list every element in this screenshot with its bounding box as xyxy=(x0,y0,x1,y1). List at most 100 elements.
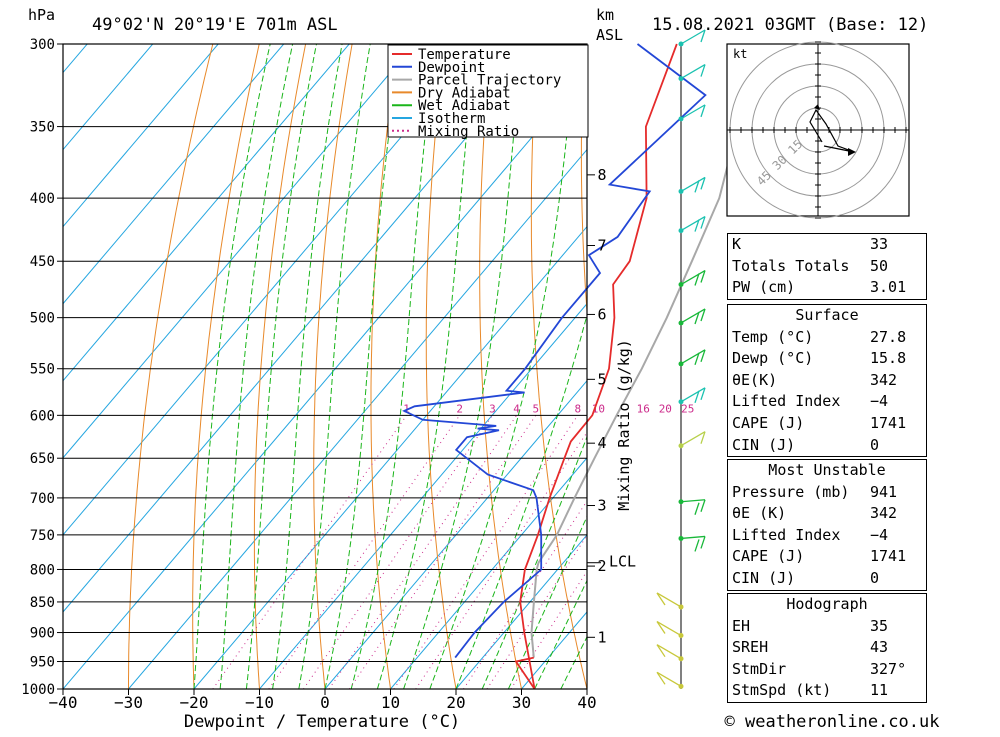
hodo-label: StmDir xyxy=(732,659,786,681)
mu-row: CIN (J)0 xyxy=(728,568,926,590)
x-tick-label: 20 xyxy=(446,693,465,712)
mixing-ratio-line xyxy=(329,415,517,689)
mu-value: 941 xyxy=(870,482,922,504)
mu-value: 342 xyxy=(870,503,922,525)
ind-label: Totals Totals xyxy=(732,256,849,278)
mu-label: Pressure (mb) xyxy=(732,482,849,504)
ind-label: K xyxy=(732,234,741,256)
most-unstable-title: Most Unstable xyxy=(728,460,926,482)
datetime-title: 15.08.2021 03GMT (Base: 12) xyxy=(652,15,928,35)
mixing-ratio-label: 3 xyxy=(489,402,496,415)
wind-barb-staff xyxy=(657,593,681,607)
temperature-line xyxy=(516,44,677,689)
sfc-label: θE(K) xyxy=(732,370,777,392)
sfc-label: CAPE (J) xyxy=(732,413,804,435)
profiles xyxy=(404,44,755,689)
mixing-ratio-label: 20 xyxy=(659,402,672,415)
x-tick-label: 40 xyxy=(577,693,596,712)
units-hpa: hPa xyxy=(28,6,55,24)
mixing-ratio-label: 16 xyxy=(637,402,650,415)
wind-barb-staff xyxy=(657,672,681,686)
wet-adiabat xyxy=(220,26,296,689)
mu-value: 1741 xyxy=(870,546,922,568)
hodo-value: 11 xyxy=(870,680,922,702)
y-tick-label: 1000 xyxy=(21,682,55,698)
y-tick-label: 300 xyxy=(30,37,55,53)
mixing-ratio-axis-label: Mixing Ratio (g/kg) xyxy=(615,339,633,511)
sfc-label: Lifted Index xyxy=(732,391,840,413)
wind-barb-feather xyxy=(701,536,705,548)
sfc-value: 15.8 xyxy=(870,348,922,370)
sfc-value: 1741 xyxy=(870,413,922,435)
wet-adiabat xyxy=(273,26,346,689)
y-tick-label: 750 xyxy=(30,528,55,544)
x-tick-label: 10 xyxy=(381,693,400,712)
units-km: km xyxy=(596,6,614,24)
y-tick-label: 500 xyxy=(30,311,55,327)
mu-row: Pressure (mb) 941 xyxy=(728,482,926,504)
legend-label: Mixing Ratio xyxy=(418,124,519,140)
mixing-ratio-line xyxy=(269,415,460,689)
sfc-row: θE(K)342 xyxy=(728,370,926,392)
mixing-ratio-label: 5 xyxy=(533,402,540,415)
y-tick-label: 600 xyxy=(30,408,55,424)
km-tick-label: 2 xyxy=(597,557,606,575)
wet-adiabat xyxy=(299,26,374,689)
wind-barb-feather xyxy=(695,503,699,515)
km-tick-label: 1 xyxy=(597,628,606,646)
hodo-label: EH xyxy=(732,616,750,638)
wind-barb-feather xyxy=(701,500,705,512)
y-tick-label: 550 xyxy=(30,362,55,378)
mu-label: θE (K) xyxy=(732,503,786,525)
sfc-row: CIN (J)0 xyxy=(728,435,926,457)
wind-barb-staff xyxy=(657,645,681,659)
mu-row: CAPE (J) 1741 xyxy=(728,546,926,568)
mu-row: θE (K) 342 xyxy=(728,503,926,525)
ind-value: 33 xyxy=(870,234,922,256)
ind-row: K 33 xyxy=(728,234,926,256)
sfc-row: Dewp (°C)15.8 xyxy=(728,348,926,370)
mixing-ratio-label: 4 xyxy=(513,402,520,415)
mixing-ratio-label: 25 xyxy=(681,402,694,415)
y-tick-label: 900 xyxy=(30,626,55,642)
wet-adiabat xyxy=(246,26,320,689)
sfc-row: Lifted Index−4 xyxy=(728,391,926,413)
mixing-ratio-line xyxy=(349,415,535,689)
mixing-ratio-line xyxy=(394,415,578,689)
y-tick-label: 850 xyxy=(30,595,55,611)
km-tick-label: 5 xyxy=(597,370,606,388)
hodo-value: 43 xyxy=(870,637,922,659)
hodo-value: 35 xyxy=(870,616,922,638)
dry-adiabat xyxy=(953,26,1000,689)
ind-value: 50 xyxy=(870,256,922,278)
mu-value: −4 xyxy=(870,525,922,547)
credit-text: © weatheronline.co.uk xyxy=(725,712,940,732)
y-tick-label: 800 xyxy=(30,562,55,578)
most-unstable-table: Most Unstable Pressure (mb) 941 θE (K) 342 L… xyxy=(727,459,927,591)
mu-value: 0 xyxy=(870,568,922,590)
sfc-row: CAPE (J) 1741 xyxy=(728,413,926,435)
location-title: 49°02'N 20°19'E 701m ASL xyxy=(92,15,338,35)
sfc-value: 0 xyxy=(870,435,922,457)
wind-barb-staff xyxy=(657,622,681,636)
wind-barb-feather xyxy=(695,539,699,551)
units-asl: ASL xyxy=(596,26,623,44)
x-tick-label: −10 xyxy=(245,693,274,712)
mixing-ratio-label: 2 xyxy=(456,402,463,415)
surface-title: Surface xyxy=(728,305,926,327)
ind-row: Totals Totals 50 xyxy=(728,256,926,278)
mu-label: Lifted Index xyxy=(732,525,840,547)
hodo-units: kt xyxy=(733,47,747,61)
ind-value: 3.01 xyxy=(870,277,922,299)
wind-barb-staff xyxy=(681,500,705,502)
isotherm-line xyxy=(0,0,39,689)
dry-adiabat xyxy=(129,26,218,689)
sfc-row: Temp (°C)27.8 xyxy=(728,327,926,349)
x-tick-label: −30 xyxy=(114,693,143,712)
mu-label: CAPE (J) xyxy=(732,546,804,568)
sfc-value: 27.8 xyxy=(870,327,922,349)
y-tick-label: 400 xyxy=(30,191,55,207)
